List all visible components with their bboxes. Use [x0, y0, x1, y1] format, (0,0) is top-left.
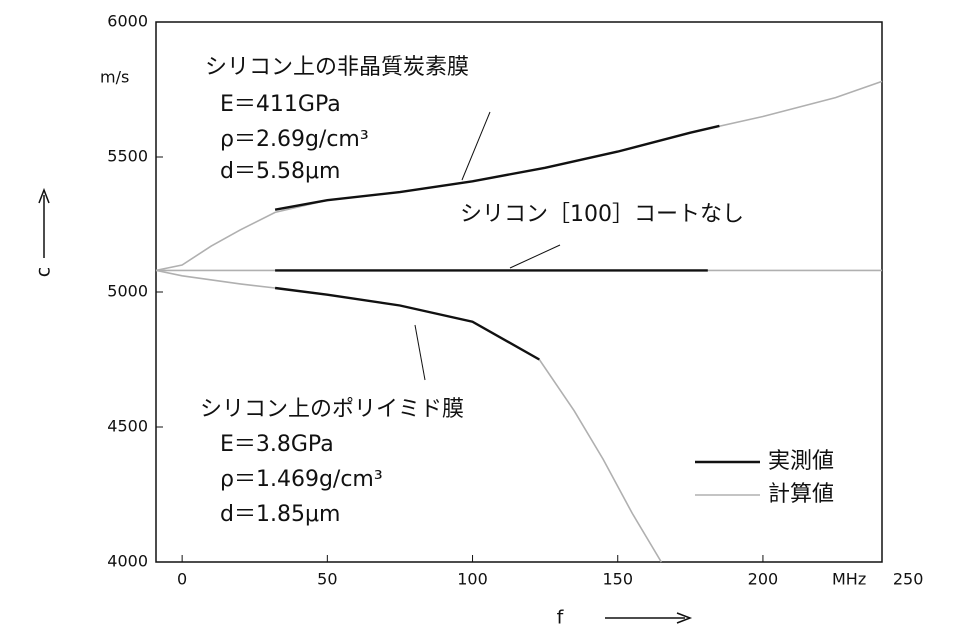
x-tick-label: 200	[748, 570, 779, 589]
y-unit: m/s	[100, 68, 129, 87]
x-tick-label: 250	[893, 570, 924, 589]
y-tick-label: 6000	[107, 12, 148, 31]
annotation: E＝411GPa	[220, 92, 341, 117]
annotation: シリコン上のポリイミド膜	[200, 397, 464, 422]
y-tick-label: 5500	[107, 147, 148, 166]
annotation: E＝3.8GPa	[220, 432, 334, 457]
measured-line	[274, 124, 720, 211]
x-arrow-head	[676, 612, 693, 624]
x-tick-label: 150	[602, 570, 633, 589]
leader-line	[461, 111, 491, 181]
annotation: シリコン上の非晶質炭素膜	[205, 55, 469, 80]
x-unit: MHz	[832, 570, 866, 589]
annotation: d＝5.58μm	[220, 159, 340, 184]
y-arrow-head	[38, 187, 50, 204]
annotation: d＝1.85μm	[220, 502, 340, 527]
y-tick-label: 4000	[107, 552, 148, 571]
legend-label: 計算値	[768, 482, 834, 507]
x-tick-label: 50	[317, 570, 337, 589]
x-tick-label: 0	[177, 570, 187, 589]
leader-line	[509, 244, 561, 269]
x-axis-label: f	[557, 607, 565, 629]
y-tick-label: 4500	[107, 417, 148, 436]
leader-line	[414, 324, 426, 381]
legend-label: 実測値	[768, 449, 834, 474]
annotation: ρ＝1.469g/cm³	[220, 467, 383, 492]
annotation: シリコン［100］コートなし	[460, 202, 744, 227]
measured-line	[274, 286, 540, 361]
x-tick-label: 100	[457, 570, 488, 589]
y-tick-label: 5000	[107, 282, 148, 301]
y-axis-label: c	[33, 267, 55, 277]
annotation: ρ＝2.69g/cm³	[220, 127, 369, 152]
